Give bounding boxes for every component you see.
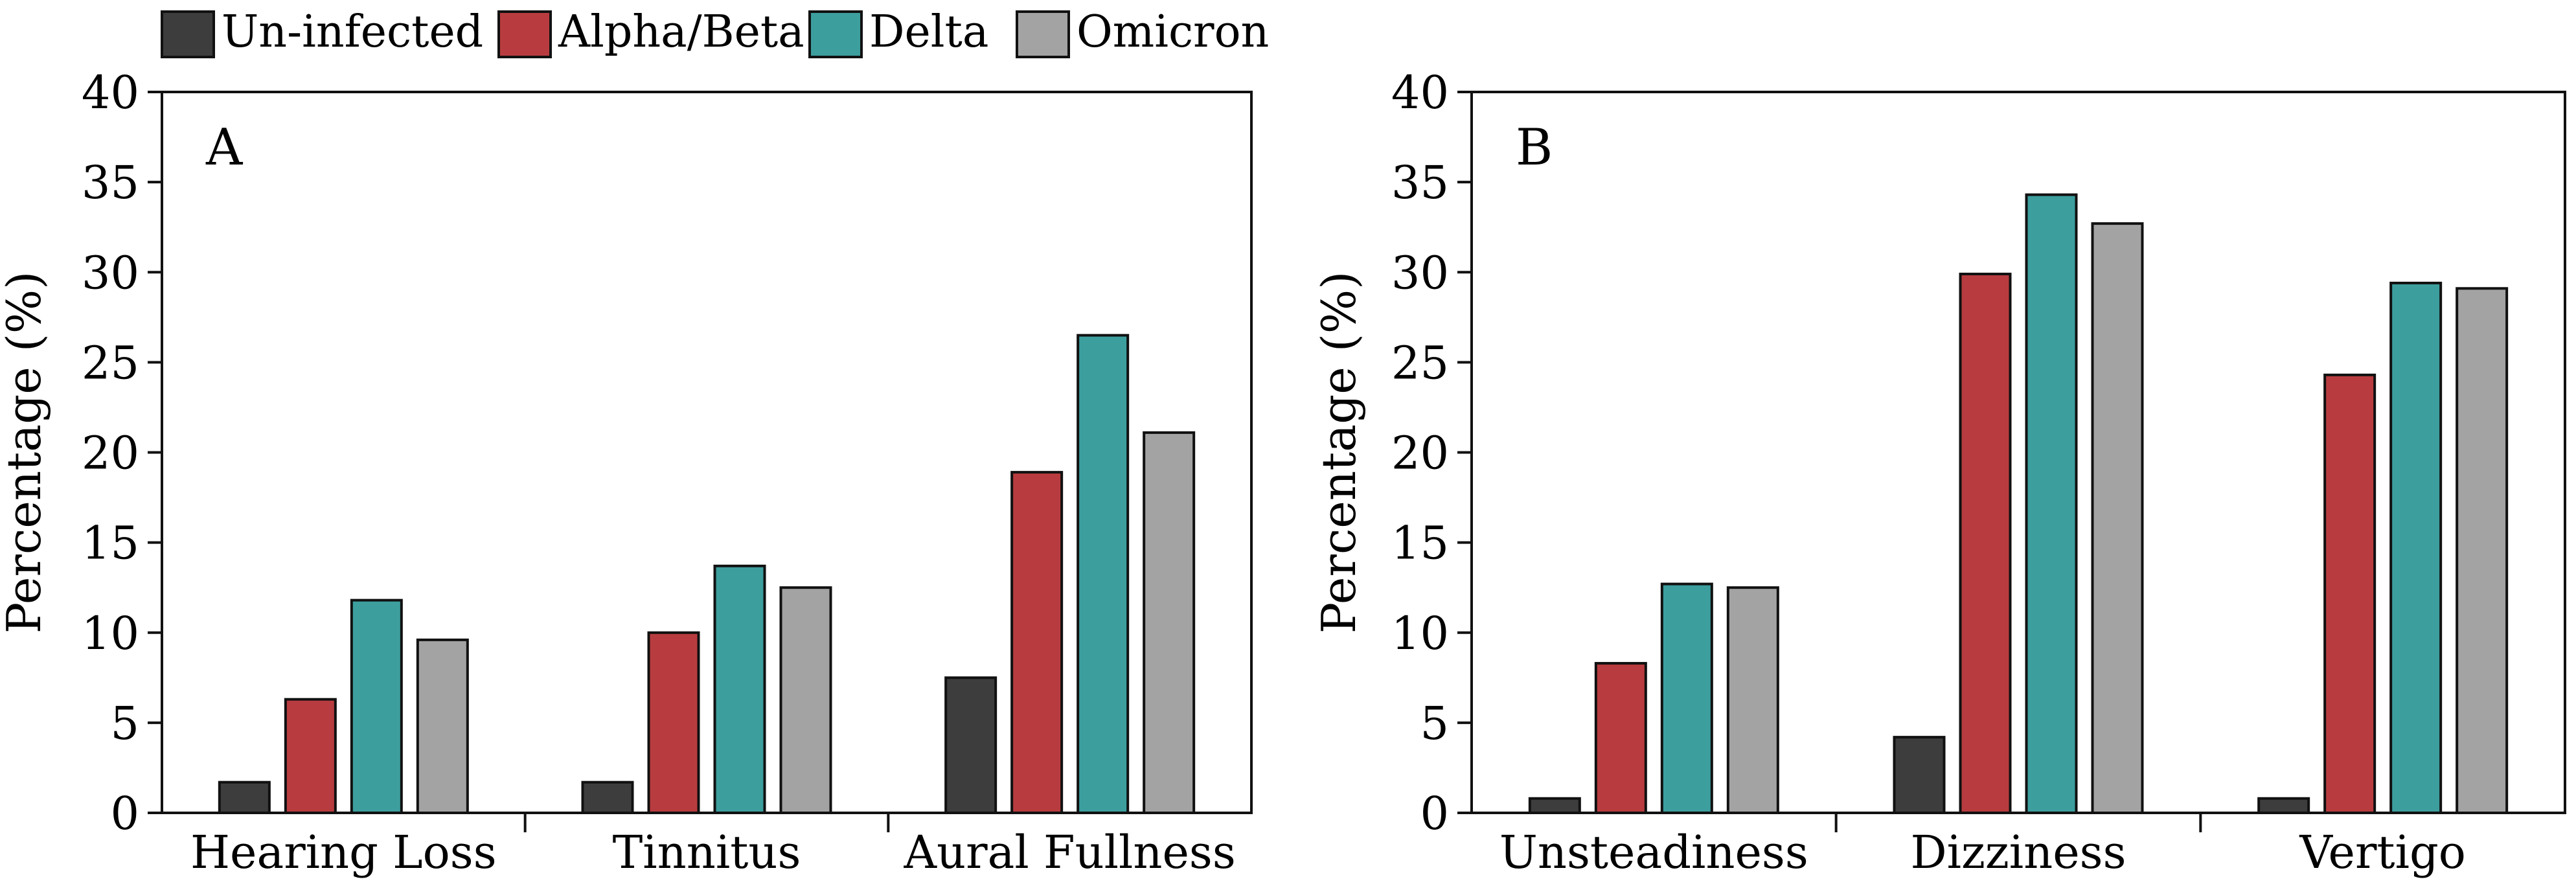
chart-b-bar-dizziness-omicron [2091, 222, 2144, 814]
chart-b-bar-vertigo-delta [2389, 281, 2443, 814]
chart-a-bar-hearing-loss-un-infected [218, 780, 271, 815]
chart-b-bar-unsteadiness-delta [1660, 582, 1713, 814]
chart-a-y-tick-label: 30 [82, 246, 139, 299]
chart-a-y-tick-label: 5 [110, 697, 139, 750]
chart-b-y-tick-label: 30 [1391, 246, 1449, 299]
panel-b: 0 5 10 15 20 25 30 35 40 Percentage (%) B Unsteadin… [1312, 66, 2566, 879]
chart-a-bar-tinnitus-omicron [779, 586, 832, 814]
chart-b-x-tick-label-dizziness: Dizziness [1910, 826, 2126, 879]
chart-b-y-tick-label: 0 [1420, 787, 1449, 840]
chart-a-bar-hearing-loss-delta [350, 598, 403, 814]
chart-b-panel-label: B [1516, 119, 1553, 177]
chart-b-y-tick-label: 25 [1391, 336, 1449, 389]
chart-b-bar-dizziness-un-infected [1893, 736, 1946, 815]
panel-a: 0 5 10 15 20 25 30 35 40 Percentage (%) A Hearing L… [0, 66, 1253, 879]
legend-swatch-omicron [1016, 10, 1070, 58]
chart-a-bar-tinnitus-un-infected [581, 780, 634, 815]
chart-b-y-tick-label: 10 [1391, 607, 1449, 660]
chart-b-y-tick-label: 20 [1391, 427, 1449, 480]
chart-b-y-tick-label: 5 [1420, 697, 1449, 750]
chart-a-panel-label: A [205, 119, 244, 177]
chart-a-bar-aural-fullness-delta [1077, 334, 1130, 814]
chart-a-y-tick-label: 25 [82, 336, 139, 389]
chart-a-x-tick-label-hearing-loss: Hearing Loss [190, 826, 497, 879]
chart-a-bar-hearing-loss-alpha-beta [284, 698, 337, 815]
chart-b-x-tick-label-vertigo: Vertigo [2299, 826, 2465, 879]
chart-a-bar-aural-fullness-un-infected [944, 676, 997, 814]
chart-a-bar-aural-fullness-omicron [1143, 431, 1196, 814]
legend-swatch-delta [808, 10, 863, 58]
chart-a-bar-tinnitus-alpha-beta [647, 631, 700, 814]
chart-b-bar-dizziness-delta [2025, 193, 2078, 815]
legend: Un-infected Alpha/Beta Delta Omicron [161, 6, 1269, 58]
chart-b-y-tick-label: 35 [1391, 156, 1449, 209]
chart-b-y-tick-label: 40 [1391, 66, 1449, 119]
chart-b-bar-dizziness-alpha-beta [1959, 273, 2012, 815]
chart-a-x-tick-label-tinnitus: Tinnitus [613, 826, 801, 879]
legend-label-un-infected: Un-infected [222, 6, 483, 58]
chart-b-bar-unsteadiness-omicron [1726, 586, 1779, 814]
chart-b-bar-unsteadiness-alpha-beta [1594, 662, 1647, 814]
chart-b-y-tick-label: 15 [1391, 517, 1449, 570]
chart-a-y-tick-label: 35 [82, 156, 139, 209]
chart-b-bar-vertigo-un-infected [2257, 797, 2310, 814]
chart-a-y-axis-label: Percentage (%) [0, 271, 51, 634]
chart-b-x-tick-label-unsteadiness: Unsteadiness [1499, 826, 1808, 879]
chart-b-y-axis-label: Percentage (%) [1312, 271, 1366, 634]
chart-b-bar-unsteadiness-un-infected [1528, 797, 1581, 814]
chart-a-bar-aural-fullness-alpha-beta [1010, 471, 1064, 814]
legend-label-delta: Delta [869, 6, 988, 58]
chart-a-y-tick-label: 20 [82, 427, 139, 480]
legend-swatch-alpha-beta [497, 10, 552, 58]
chart-b-bar-vertigo-omicron [2456, 287, 2509, 815]
legend-label-omicron: Omicron [1077, 6, 1269, 58]
chart-a-y-tick-label: 15 [82, 517, 139, 570]
chart-a-y-tick-label: 40 [82, 66, 139, 119]
chart-b-bar-vertigo-alpha-beta [2323, 373, 2377, 814]
chart-a-y-tick-label: 10 [82, 607, 139, 660]
chart-a-bar-hearing-loss-omicron [416, 638, 469, 814]
chart-a-bar-tinnitus-delta [713, 564, 766, 814]
chart-a-y-tick-label: 0 [110, 787, 139, 840]
legend-label-alpha-beta: Alpha/Beta [558, 6, 804, 58]
legend-swatch-un-infected [161, 10, 215, 58]
chart-a-x-tick-label-aural-fullness: Aural Fullness [904, 826, 1236, 879]
